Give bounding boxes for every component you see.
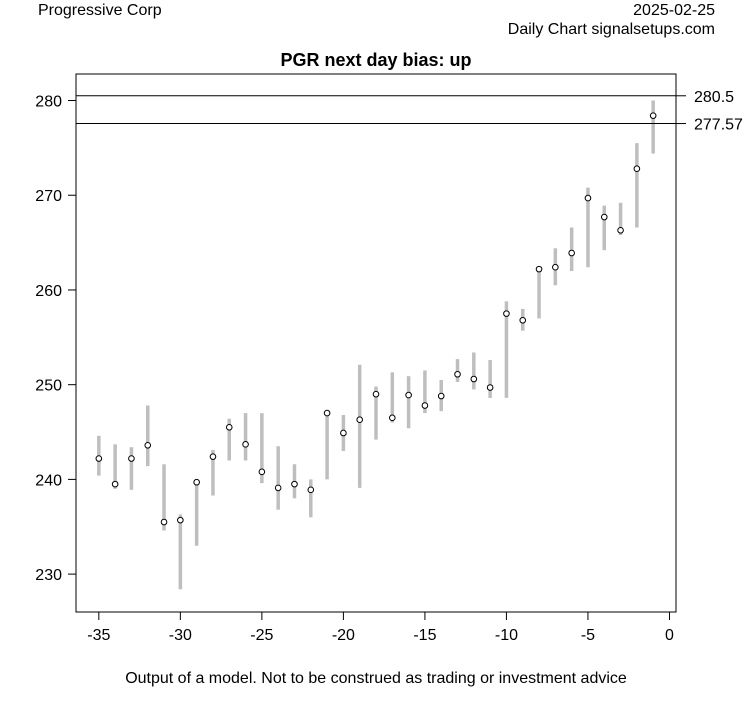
close-point bbox=[128, 455, 135, 462]
close-point bbox=[193, 478, 200, 486]
close-point bbox=[421, 402, 429, 409]
y-tick-label: 240 bbox=[35, 472, 62, 489]
close-point bbox=[470, 375, 478, 383]
close-point bbox=[454, 370, 461, 378]
disclaimer: Output of a model. Not to be construed a… bbox=[125, 670, 627, 687]
close-point bbox=[291, 480, 298, 488]
close-point bbox=[258, 468, 266, 476]
close-point bbox=[225, 423, 233, 431]
level-label: 277.57 bbox=[694, 117, 743, 134]
close-point bbox=[177, 516, 184, 524]
close-points bbox=[95, 112, 657, 526]
close-point bbox=[356, 416, 363, 424]
y-tick-label: 260 bbox=[35, 283, 62, 300]
close-point bbox=[584, 194, 592, 202]
close-point bbox=[535, 265, 543, 273]
company-name: Progressive Corp bbox=[38, 2, 162, 19]
x-tick-label: -15 bbox=[413, 627, 436, 644]
close-point bbox=[389, 414, 396, 422]
close-point bbox=[160, 518, 168, 526]
chart-date: 2025-02-25 bbox=[633, 2, 715, 19]
close-point bbox=[95, 455, 103, 462]
chart-title: PGR next day bias: up bbox=[280, 50, 472, 70]
close-point bbox=[111, 480, 119, 488]
y-axis: 230 240 250 260 270 280 bbox=[35, 94, 76, 584]
close-point bbox=[372, 390, 380, 398]
x-axis: -35 -30 -25 -20 -15 -10 -5 0 bbox=[87, 612, 674, 644]
close-point bbox=[503, 310, 510, 317]
close-point bbox=[568, 249, 575, 257]
y-tick-label: 280 bbox=[35, 94, 62, 111]
close-point bbox=[307, 486, 315, 494]
close-point bbox=[633, 165, 641, 173]
close-point bbox=[649, 112, 657, 119]
x-tick-label: -35 bbox=[87, 627, 110, 644]
range-bars bbox=[97, 100, 655, 590]
close-point bbox=[519, 316, 527, 324]
x-tick-label: -30 bbox=[169, 627, 192, 644]
plot-frame bbox=[75, 73, 677, 613]
close-point bbox=[209, 453, 217, 460]
close-point bbox=[486, 384, 494, 391]
close-point bbox=[617, 226, 624, 234]
close-point bbox=[323, 409, 331, 417]
x-tick-label: -20 bbox=[332, 627, 355, 644]
chart-source: Daily Chart signalsetups.com bbox=[507, 21, 715, 38]
close-point bbox=[242, 441, 249, 448]
close-point bbox=[600, 213, 608, 221]
x-tick-label: -25 bbox=[250, 627, 273, 644]
close-point bbox=[274, 484, 282, 492]
x-tick-label: -10 bbox=[495, 627, 518, 644]
level-lines: 280.5 277.57 bbox=[76, 89, 743, 134]
close-point bbox=[552, 263, 559, 271]
close-point bbox=[340, 429, 347, 437]
y-tick-label: 230 bbox=[35, 567, 62, 584]
x-tick-label: 0 bbox=[665, 627, 674, 644]
close-point bbox=[405, 391, 412, 399]
close-point bbox=[144, 441, 152, 449]
close-point bbox=[437, 392, 445, 400]
y-tick-label: 250 bbox=[35, 378, 62, 395]
x-tick-label: -5 bbox=[581, 627, 595, 644]
level-label: 280.5 bbox=[694, 89, 734, 106]
y-tick-label: 270 bbox=[35, 188, 62, 205]
